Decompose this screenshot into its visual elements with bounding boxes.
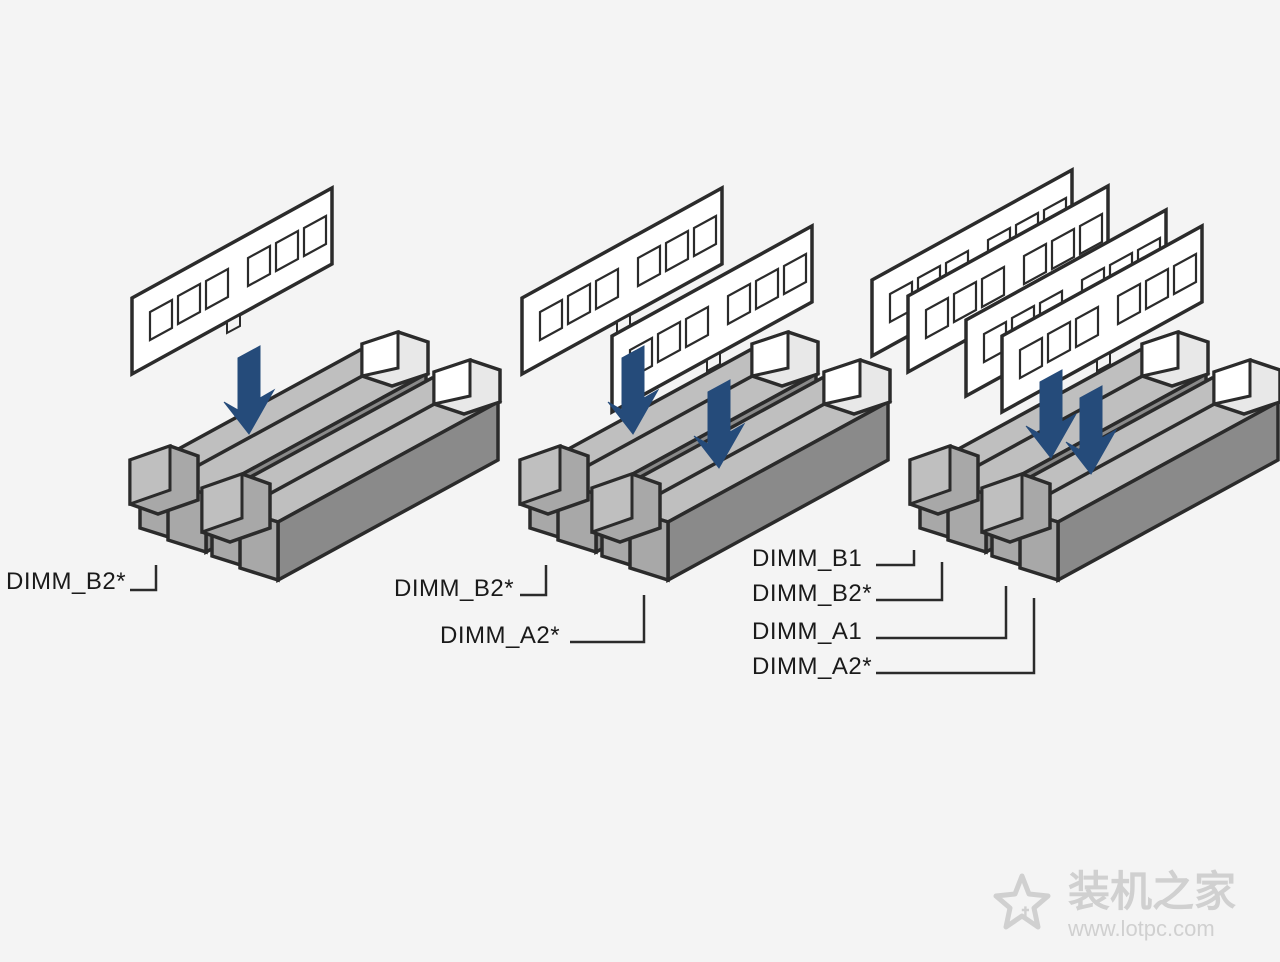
label-p2-a2: DIMM_A2* bbox=[440, 622, 560, 650]
watermark-url: www.lotpc.com bbox=[1067, 916, 1215, 941]
diagram-canvas: 装机之家 www.lotpc.com DIMM_B2* DIMM_B2* DIM… bbox=[0, 0, 1280, 962]
watermark-text: 装机之家 bbox=[1068, 868, 1236, 915]
panel-single bbox=[130, 188, 500, 590]
label-p3-b2: DIMM_B2* bbox=[752, 580, 872, 608]
panel-double bbox=[520, 188, 890, 642]
diagram-svg: 装机之家 www.lotpc.com bbox=[0, 0, 1280, 962]
label-p2-b2: DIMM_B2* bbox=[394, 575, 514, 603]
label-p3-b1: DIMM_B1 bbox=[752, 545, 862, 573]
label-p3-a2: DIMM_A2* bbox=[752, 653, 872, 681]
label-p1-b2: DIMM_B2* bbox=[6, 568, 126, 596]
panel-quad bbox=[872, 170, 1280, 673]
label-p3-a1: DIMM_A1 bbox=[752, 618, 862, 646]
watermark bbox=[996, 876, 1048, 927]
